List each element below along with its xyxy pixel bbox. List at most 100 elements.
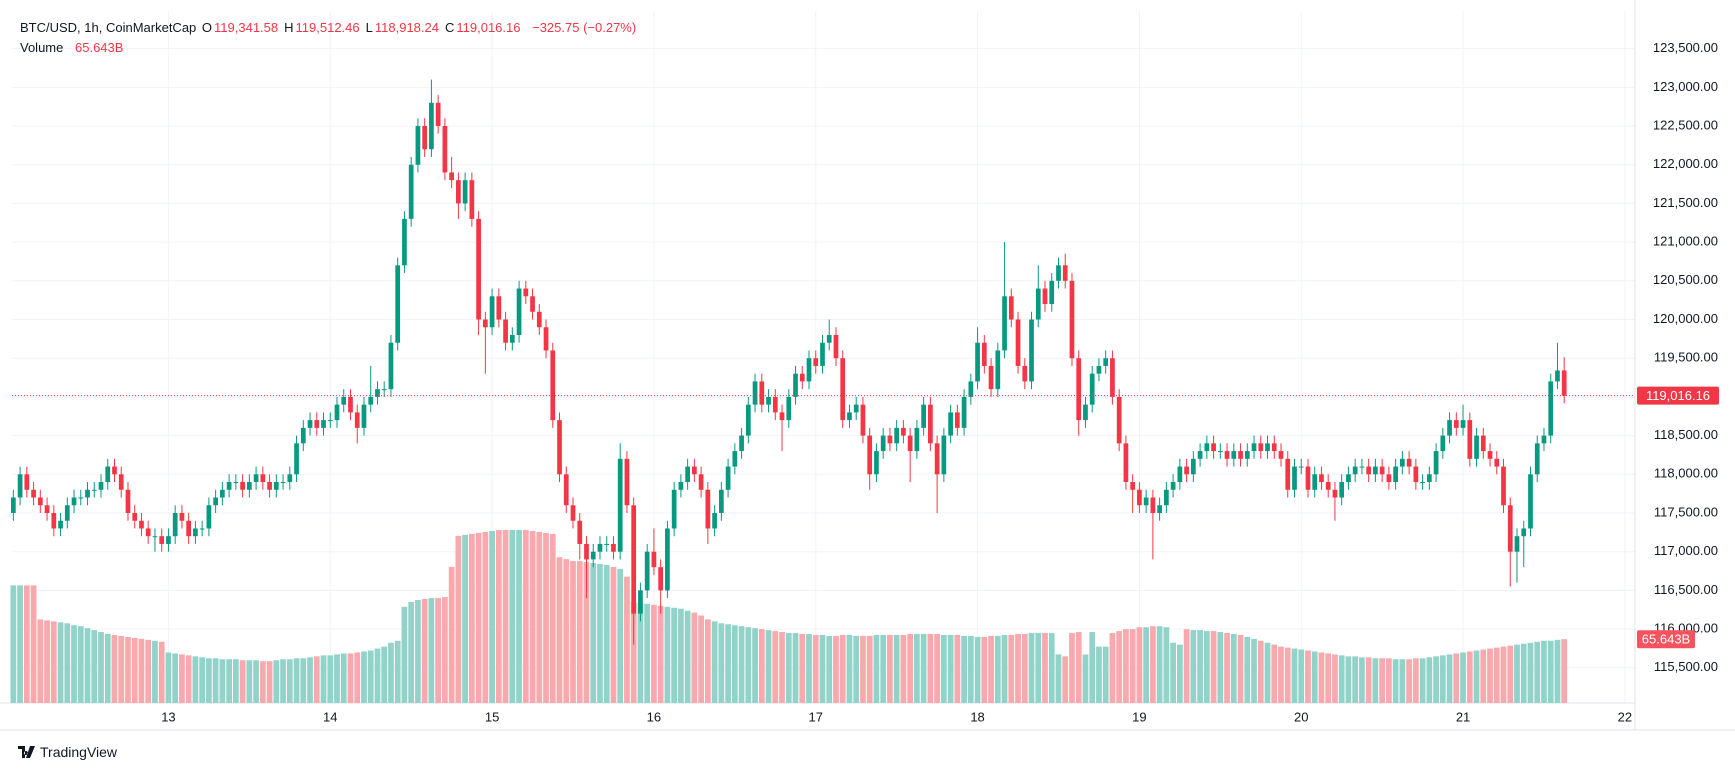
volume-bar bbox=[138, 638, 145, 703]
candle-body bbox=[1164, 489, 1169, 506]
candle-body bbox=[307, 420, 313, 428]
candle-body bbox=[422, 126, 428, 150]
volume-bar bbox=[927, 633, 934, 703]
volume-bar bbox=[1136, 627, 1143, 703]
volume-bar bbox=[347, 653, 354, 703]
volume-bar bbox=[158, 641, 165, 703]
symbol: BTC/USD, 1h, CoinMarketCap bbox=[20, 20, 197, 35]
y-tick-label: 120,500.00 bbox=[1653, 272, 1718, 287]
candle-body bbox=[1467, 420, 1473, 459]
candle-body bbox=[509, 334, 515, 343]
candle-body bbox=[961, 396, 967, 428]
candle-body bbox=[496, 296, 502, 320]
candle-body bbox=[928, 404, 933, 444]
volume-bar bbox=[1541, 640, 1547, 703]
candle-body bbox=[611, 543, 616, 552]
volume-bar bbox=[1433, 656, 1439, 703]
volume-bar bbox=[597, 564, 603, 703]
volume-bar bbox=[1352, 656, 1359, 703]
volume-bar bbox=[455, 535, 462, 703]
candle-body bbox=[85, 489, 90, 498]
candle-body bbox=[901, 427, 906, 436]
y-tick-label: 117,500.00 bbox=[1654, 504, 1718, 519]
candle-body bbox=[375, 389, 380, 397]
volume-bar bbox=[495, 530, 502, 703]
candle-body bbox=[273, 482, 279, 490]
candle-body bbox=[1251, 443, 1257, 452]
volume-bar bbox=[286, 659, 293, 703]
volume-bar bbox=[44, 620, 50, 703]
candle-body bbox=[503, 319, 508, 343]
volume-bar bbox=[1365, 657, 1372, 703]
candle-body bbox=[368, 396, 374, 405]
volume-bar bbox=[556, 557, 563, 703]
volume-bar bbox=[671, 607, 678, 703]
candle-body bbox=[294, 443, 299, 475]
legend-header: BTC/USD, 1h, CoinMarketCap O 119,341.58 H 1… bbox=[20, 20, 638, 35]
volume-bar bbox=[785, 633, 792, 703]
candle-body bbox=[280, 482, 286, 484]
volume-bar bbox=[1507, 645, 1514, 703]
volume-bar bbox=[758, 629, 765, 703]
candle-body bbox=[1258, 443, 1264, 452]
volume-bar bbox=[23, 585, 30, 703]
volume-bar bbox=[179, 654, 185, 703]
volume-bar bbox=[1102, 646, 1109, 703]
candle-body bbox=[678, 482, 684, 490]
volume-bar bbox=[799, 633, 806, 703]
volume-bar bbox=[576, 561, 583, 703]
candle-body bbox=[1015, 319, 1021, 366]
volume-bar bbox=[131, 637, 138, 703]
ohlc-value: 118,918.24 bbox=[374, 20, 439, 35]
volume-bar bbox=[253, 660, 259, 703]
candle-body bbox=[1447, 420, 1452, 436]
volume-bar bbox=[428, 598, 435, 703]
candle-body bbox=[638, 590, 643, 614]
candle-body bbox=[1548, 381, 1554, 436]
candle-body bbox=[489, 296, 495, 328]
volume-bar bbox=[704, 619, 711, 703]
candle-body bbox=[1271, 443, 1277, 452]
volume-bar bbox=[17, 585, 23, 703]
volume-bar bbox=[873, 634, 880, 703]
volume-bar bbox=[482, 531, 489, 703]
volume-bar bbox=[30, 585, 37, 703]
ohlc-label: H bbox=[284, 20, 294, 35]
volume-bar bbox=[1089, 632, 1096, 703]
candle-body bbox=[314, 420, 320, 428]
candle-body bbox=[658, 567, 664, 591]
volume-bar bbox=[1082, 654, 1089, 703]
volume-bar bbox=[947, 634, 954, 703]
volume-bar bbox=[678, 608, 684, 703]
volume-bar bbox=[1150, 626, 1156, 703]
candle-body bbox=[1137, 489, 1142, 506]
volume-bar bbox=[940, 634, 947, 703]
candle-body bbox=[1190, 458, 1196, 475]
x-tick-label: 17 bbox=[809, 709, 823, 724]
candle-body bbox=[1285, 458, 1291, 490]
candle-body bbox=[253, 474, 259, 483]
candle-body bbox=[1265, 443, 1270, 452]
x-tick-label: 20 bbox=[1294, 709, 1308, 724]
volume-bar bbox=[1547, 640, 1554, 703]
volume-bar bbox=[104, 633, 111, 703]
volume-bar bbox=[320, 655, 327, 703]
candle-body bbox=[1420, 482, 1425, 484]
candle-body bbox=[91, 489, 97, 491]
candle-body bbox=[267, 482, 272, 490]
volume-bar bbox=[1379, 658, 1386, 703]
volume-bar bbox=[866, 635, 873, 703]
volume-bar bbox=[1271, 644, 1278, 703]
candle-body bbox=[172, 512, 178, 537]
x-tick-label: 22 bbox=[1618, 709, 1632, 724]
volume-bar bbox=[974, 636, 981, 703]
volume-bar bbox=[1534, 641, 1541, 703]
candle-body bbox=[1400, 458, 1405, 467]
y-tick-label: 115,500.00 bbox=[1654, 659, 1718, 674]
volume-bar bbox=[664, 606, 671, 703]
volume-bar bbox=[765, 630, 772, 703]
candle-body bbox=[934, 443, 940, 475]
volume-bar bbox=[684, 610, 691, 703]
volume-bar bbox=[880, 634, 887, 703]
candle-body bbox=[644, 551, 650, 591]
